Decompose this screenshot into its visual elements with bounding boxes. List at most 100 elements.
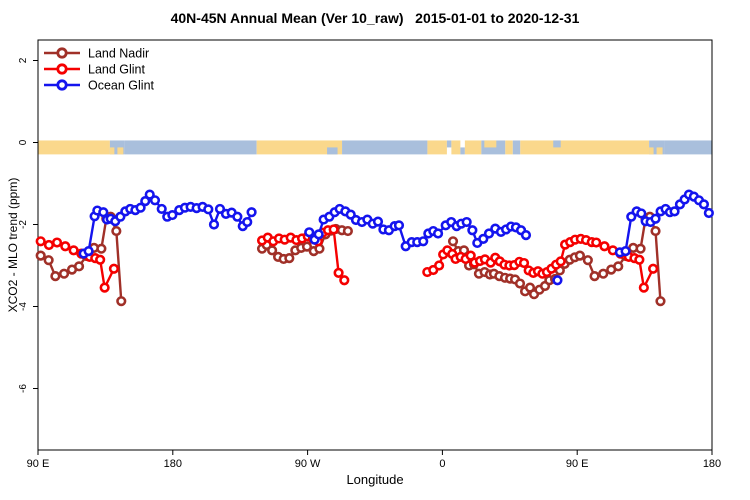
series-ocean-glint (78, 189, 714, 286)
data-point-marker (58, 268, 70, 279)
data-point-marker (51, 237, 63, 248)
data-point-marker (520, 230, 532, 241)
data-point-marker (703, 207, 714, 219)
data-point-marker (99, 282, 110, 293)
data-point-marker (650, 213, 661, 224)
data-point-marker (43, 255, 54, 266)
data-point-marker (35, 236, 46, 247)
map-strip-segment-land (38, 140, 110, 155)
data-point-marker (620, 246, 631, 257)
plot-border (37, 39, 713, 451)
data-point-marker (135, 202, 146, 213)
legend: Land Nadir Land Glint Ocean Glint (44, 47, 155, 93)
data-point-marker (418, 236, 429, 247)
map-strip-segment-ocean (446, 140, 452, 148)
land-ocean-map-strip (38, 140, 712, 155)
data-point-marker (613, 261, 624, 272)
data-point-marker (339, 275, 350, 286)
legend-marker (56, 47, 68, 59)
data-point-marker (650, 225, 661, 237)
data-point-marker (638, 282, 649, 293)
map-strip-segment-land (464, 140, 482, 155)
data-point-marker (432, 228, 444, 239)
map-strip-segment-ocean (460, 147, 465, 155)
data-point-marker (598, 268, 609, 279)
map-strip-segment-ocean (553, 140, 561, 148)
map-strip-segment-ocean (512, 140, 521, 155)
data-point-marker (467, 225, 478, 236)
data-point-marker (50, 271, 61, 282)
legend-label: Ocean Glint (88, 79, 155, 93)
x-tick-label: 0 (439, 458, 445, 470)
data-point-marker (669, 206, 680, 217)
x-tick-label: 90 E (566, 458, 589, 470)
x-tick-label: 90 W (295, 458, 321, 470)
map-strip-segment-land (256, 140, 343, 155)
y-tick-label: -2 (18, 220, 29, 229)
data-point-marker (599, 241, 610, 252)
map-strip-segment-land (520, 140, 650, 155)
data-point-marker (301, 241, 313, 252)
y-tick-label: -4 (18, 302, 29, 311)
data-point-marker (582, 255, 593, 266)
data-point-marker (156, 203, 167, 215)
data-point-marker (333, 267, 344, 278)
data-point-marker (342, 225, 353, 237)
data-point-marker (43, 239, 55, 251)
legend-marker (56, 79, 68, 91)
map-strip-segment-land (656, 147, 663, 155)
data-point-marker (636, 208, 647, 219)
legend-marker (56, 63, 68, 75)
data-point-marker (242, 216, 253, 228)
data-point-marker (246, 207, 257, 218)
data-point-marker (284, 253, 295, 264)
data-point-marker (634, 254, 645, 265)
data-point-marker (328, 224, 339, 235)
data-point-marker (83, 246, 94, 257)
data-point-marker (655, 296, 666, 307)
data-point-marker (149, 195, 161, 206)
data-point-marker (167, 209, 178, 221)
y-tick-label: 2 (18, 57, 29, 63)
map-strip-segment-land (427, 140, 447, 155)
legend-label: Land Nadir (88, 47, 149, 61)
data-point-marker (514, 278, 526, 289)
data-point-marker (518, 257, 530, 269)
data-point-marker (73, 261, 85, 272)
map-strip-segment-land (484, 140, 497, 148)
map-strip-segment-land (649, 147, 654, 155)
data-point-marker (555, 256, 566, 267)
data-point-marker (35, 250, 46, 261)
x-tick-label: 180 (703, 458, 721, 470)
data-point-marker (267, 245, 278, 256)
data-point-marker (111, 225, 122, 237)
data-point-marker (116, 296, 127, 307)
data-point-marker (698, 199, 710, 210)
data-point-marker (203, 204, 214, 215)
data-point-marker (589, 271, 600, 282)
data-point-marker (648, 263, 659, 274)
data-point-marker (461, 216, 472, 228)
data-point-marker (483, 228, 495, 239)
chart-title: 40N-45N Annual Mean (Ver 10_raw) 2015-01… (170, 10, 580, 26)
map-strip-segment-land (505, 140, 513, 155)
map-strip-segment-ocean (124, 140, 257, 155)
y-tick-label: 0 (18, 139, 29, 145)
data-point-marker (96, 243, 107, 254)
map-strip-segment-ocean (664, 140, 712, 155)
data-point-marker (635, 243, 646, 254)
x-tick-label: 90 E (27, 458, 50, 470)
map-strip-segment-land (109, 147, 115, 155)
data-point-marker (60, 241, 71, 252)
data-point-marker (140, 196, 151, 207)
data-point-marker (372, 216, 384, 227)
data-point-marker (98, 207, 109, 218)
map-strip-segment-ocean (327, 147, 338, 155)
data-point-marker (108, 263, 120, 274)
data-point-marker (574, 250, 585, 261)
data-point-marker (434, 260, 445, 271)
data-point-marker (304, 227, 315, 238)
map-strip-segment-land (451, 140, 461, 155)
